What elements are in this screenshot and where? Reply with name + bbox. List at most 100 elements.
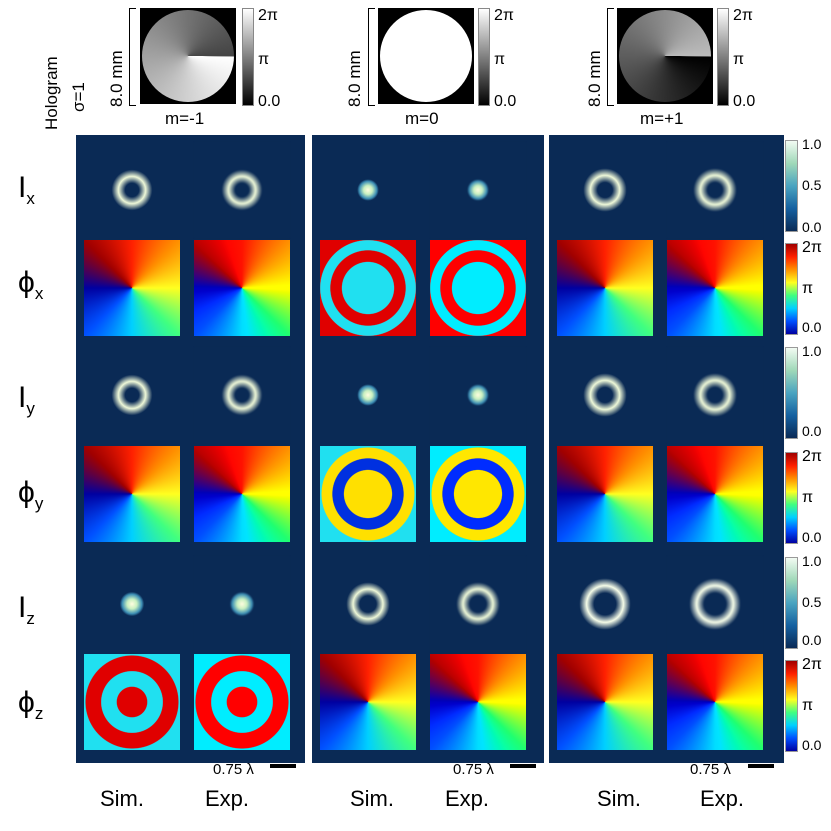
intensity-map-p2-r2-exp: [667, 347, 763, 443]
hologram-cbar-mid-2: π: [494, 51, 506, 68]
intensity-map-p1-r4-exp: [430, 556, 526, 652]
phase-map-p1-r5-exp: [430, 654, 526, 750]
phase-map-p1-r3-exp: [430, 446, 526, 542]
intensity-map-p0-r0-sim: [84, 142, 180, 238]
scale-bar-2: [510, 764, 536, 768]
phase-map-p0-r1-sim: [84, 240, 180, 336]
hologram-label: Hologram: [42, 56, 61, 130]
hologram-colorbar-3: [717, 8, 729, 106]
panel-m-1: [76, 135, 305, 763]
phase-map-p0-r5-sim: [84, 654, 180, 750]
intensity-map-p0-r2-sim: [84, 347, 180, 443]
scale-bar-3: [748, 764, 774, 768]
cbar-ix-mid: 0.5: [802, 177, 822, 193]
exp-label-3: Exp.: [700, 786, 745, 811]
cbar-phiy-mid: π: [802, 489, 814, 506]
intensity-map-p2-r0-exp: [667, 142, 763, 238]
cbar-iy-min: 0.0: [802, 423, 822, 439]
intensity-map-p1-r0-sim: [320, 142, 416, 238]
phase-map-p0-r3-exp: [194, 446, 290, 542]
intensity-map-p1-r2-sim: [320, 347, 416, 443]
cbar-iy-max: 1.0: [802, 343, 822, 359]
hologram-colorbar-1: [242, 8, 254, 106]
cbar-phiy-max: 2π: [802, 448, 822, 465]
hologram-size-label-2: 8.0 mm: [345, 50, 364, 107]
hologram-cbar-min-1: 0.0: [258, 93, 281, 110]
phase-map-p1-r3-sim: [320, 446, 416, 542]
hologram-cbar-min-2: 0.0: [494, 93, 517, 110]
cbar-phiy-min: 0.0: [802, 529, 822, 545]
sim-label-3: Sim.: [597, 786, 641, 811]
phase-map-p2-r5-exp: [667, 654, 763, 750]
row-label-ix: Ix: [18, 171, 35, 208]
sigma-label: σ=1: [69, 82, 88, 112]
cbar-iz-max: 1.0: [802, 553, 822, 569]
panel-m0: [312, 135, 544, 763]
hologram-m-1: [140, 8, 236, 104]
phase-map-p2-r5-sim: [557, 654, 653, 750]
phase-map-p1-r1-exp: [430, 240, 526, 336]
panel-m+1: [549, 135, 784, 763]
exp-label-1: Exp.: [205, 786, 250, 811]
intensity-colorbar-x: [785, 140, 798, 232]
phase-map-p0-r1-exp: [194, 240, 290, 336]
hologram-m0: [378, 8, 474, 104]
row-label-phiy: ϕy: [18, 476, 44, 513]
exp-label-2: Exp.: [445, 786, 490, 811]
size-bracket-1: [129, 8, 136, 106]
hologram-size-label-1: 8.0 mm: [107, 50, 126, 107]
intensity-map-p0-r0-exp: [194, 142, 290, 238]
intensity-map-p2-r0-sim: [557, 142, 653, 238]
intensity-map-p2-r4-exp: [667, 556, 763, 652]
intensity-map-p0-r2-exp: [194, 347, 290, 443]
m-label-1: m=-1: [165, 109, 205, 128]
row-label-phiz: ϕz: [18, 686, 44, 723]
hologram-m+1: [617, 8, 713, 104]
phase-colorbar-x: [785, 243, 798, 335]
cbar-iz-min: 0.0: [802, 632, 822, 648]
phase-map-p2-r3-sim: [557, 446, 653, 542]
cbar-phiz-min: 0.0: [802, 737, 822, 753]
cbar-ix-max: 1.0: [802, 136, 822, 152]
hologram-colorbar-2: [478, 8, 490, 106]
intensity-colorbar-z: [785, 557, 798, 649]
intensity-map-p0-r4-exp: [194, 556, 290, 652]
scale-bar-1: [270, 764, 296, 768]
phase-map-p0-r3-sim: [84, 446, 180, 542]
hologram-cbar-max-3: 2π: [733, 7, 753, 24]
phase-map-p2-r3-exp: [667, 446, 763, 542]
sim-label-1: Sim.: [100, 786, 144, 811]
cbar-phix-min: 0.0: [802, 319, 822, 335]
row-label-iy: Iy: [18, 381, 35, 418]
hologram-cbar-mid-3: π: [733, 51, 745, 68]
m-label-2: m=0: [405, 109, 439, 128]
hologram-size-label-3: 8.0 mm: [585, 50, 604, 107]
phase-map-p1-r1-sim: [320, 240, 416, 336]
cbar-phix-max: 2π: [802, 239, 822, 256]
phase-map-p2-r1-exp: [667, 240, 763, 336]
phase-colorbar-z: [785, 660, 798, 752]
m-label-3: m=+1: [640, 109, 684, 128]
size-bracket-2: [368, 8, 375, 106]
hologram-cbar-mid-1: π: [258, 51, 270, 68]
size-bracket-3: [607, 8, 614, 106]
row-label-phix: ϕx: [18, 266, 44, 303]
hologram-cbar-min-3: 0.0: [733, 93, 756, 110]
cbar-ix-min: 0.0: [802, 219, 822, 235]
intensity-map-p0-r4-sim: [84, 556, 180, 652]
scale-bar-label-2: 0.75 λ: [453, 761, 494, 778]
phase-colorbar-y: [785, 452, 798, 544]
sim-label-2: Sim.: [350, 786, 394, 811]
scale-bar-label-3: 0.75 λ: [690, 761, 731, 778]
intensity-map-p2-r4-sim: [557, 556, 653, 652]
hologram-cbar-max-1: 2π: [258, 7, 278, 24]
row-label-iz: Iz: [18, 591, 35, 628]
intensity-map-p1-r4-sim: [320, 556, 416, 652]
phase-map-p2-r1-sim: [557, 240, 653, 336]
phase-map-p1-r5-sim: [320, 654, 416, 750]
cbar-phix-mid: π: [802, 280, 814, 297]
intensity-map-p2-r2-sim: [557, 347, 653, 443]
intensity-map-p1-r0-exp: [430, 142, 526, 238]
cbar-iz-mid: 0.5: [802, 594, 822, 610]
hologram-cbar-max-2: 2π: [494, 7, 514, 24]
